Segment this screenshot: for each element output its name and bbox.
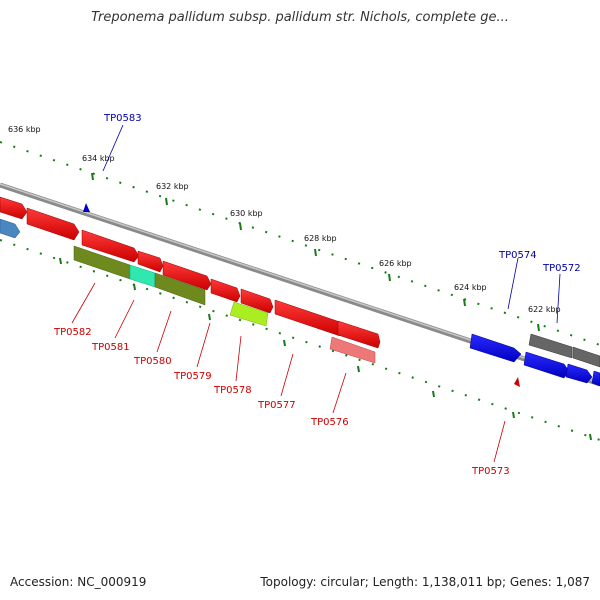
gene-feature[interactable]	[240, 288, 274, 314]
gene-label-tp0576[interactable]: TP0576	[310, 417, 349, 428]
gene-label-tp0574[interactable]: TP0574	[498, 250, 537, 261]
tick-label: 634 kbp	[82, 154, 115, 163]
gene-feature[interactable]	[0, 218, 21, 239]
gene-feature[interactable]	[274, 299, 345, 337]
gene-feature[interactable]	[210, 278, 241, 303]
gene-feature[interactable]	[469, 333, 522, 363]
outer-major-ticks	[91, 172, 540, 332]
gene-labels: TP0583 TP0574 TP0572 TP0582 TP0581 TP058…	[53, 113, 581, 477]
gene-label-tp0572[interactable]: TP0572	[542, 263, 581, 274]
tick-labels: 636 kbp 634 kbp 632 kbp 630 kbp 628 kbp …	[8, 125, 561, 314]
tick-label: 630 kbp	[230, 209, 263, 218]
gene-feature[interactable]	[591, 370, 600, 387]
gene-feature[interactable]	[565, 363, 593, 384]
gene-label-tp0577[interactable]: TP0577	[257, 400, 296, 411]
reverse-genes-left	[73, 245, 376, 364]
gene-feature[interactable]	[154, 272, 206, 306]
reverse-arrow-marker	[514, 377, 520, 387]
gene-label-tp0579[interactable]: TP0579	[173, 371, 212, 382]
gene-feature[interactable]	[81, 229, 140, 263]
gene-label-tp0583[interactable]: TP0583	[103, 113, 142, 124]
gene-feature[interactable]	[572, 346, 600, 368]
forward-genes	[0, 196, 381, 349]
gene-feature[interactable]	[329, 336, 376, 364]
gene-feature[interactable]	[528, 333, 573, 359]
gene-feature[interactable]	[337, 320, 381, 349]
gene-label-tp0581[interactable]: TP0581	[91, 342, 130, 353]
tick-label: 624 kbp	[454, 283, 487, 292]
gene-feature[interactable]	[137, 250, 164, 273]
gene-feature[interactable]	[26, 207, 80, 241]
label-leaders	[71, 124, 561, 463]
gene-feature[interactable]	[162, 260, 212, 291]
tick-label: 636 kbp	[8, 125, 41, 134]
gene-feature[interactable]	[0, 196, 28, 220]
tick-label: 626 kbp	[379, 259, 412, 268]
tick-label: 622 kbp	[528, 305, 561, 314]
tick-label: 632 kbp	[156, 182, 189, 191]
right-genes	[469, 333, 600, 387]
gene-label-tp0582[interactable]: TP0582	[53, 327, 92, 338]
inner-major-ticks	[59, 257, 592, 441]
map-title: Treponema pallidum subsp. pallidum str. …	[91, 10, 509, 25]
gene-feature[interactable]	[229, 301, 269, 327]
tick-label: 628 kbp	[304, 234, 337, 243]
gene-label-tp0580[interactable]: TP0580	[133, 356, 172, 367]
topology-text: Topology: circular; Length: 1,138,011 bp…	[260, 575, 590, 589]
inner-tick-ring	[0, 239, 600, 441]
gene-feature[interactable]	[523, 351, 570, 379]
accession-text: Accession: NC_000919	[10, 575, 147, 589]
gene-label-tp0573[interactable]: TP0573	[471, 466, 510, 477]
gene-label-tp0578[interactable]: TP0578	[213, 385, 252, 396]
forward-arrow-marker	[83, 203, 90, 212]
